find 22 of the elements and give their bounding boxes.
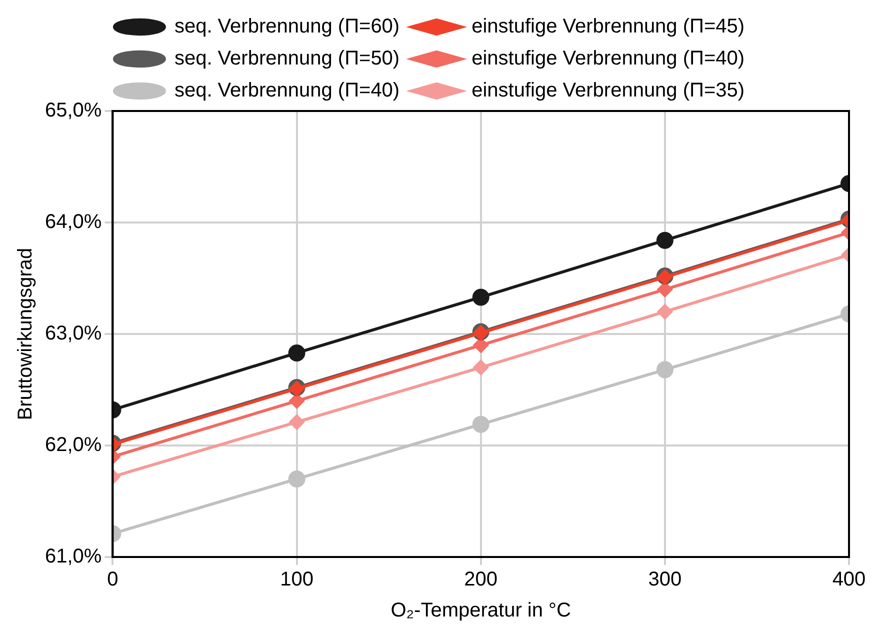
legend-label: seq. Verbrennung (Π=50) [174,48,400,70]
point [472,288,490,306]
x-tick-label: 300 [648,568,682,591]
y-tick-label: 63,0% [44,322,102,345]
y-tick-label: 62,0% [44,434,102,456]
point [472,416,490,433]
legend-label: einstufige Verbrennung (Π=35) [472,80,745,102]
x-tick-label: 200 [464,568,498,591]
x-tick-label: 100 [280,568,314,591]
x-tick-label: 0 [107,568,118,591]
legend-label: einstufige Verbrennung (Π=40) [472,48,745,70]
point [473,338,488,353]
legend-label: seq. Verbrennung (Π=40) [174,80,400,102]
x-axis-title: O₂-Temperatur in °C [390,600,571,622]
y-tick-label: 61,0% [44,546,102,568]
legend-label: seq. Verbrennung (Π=60) [174,16,400,38]
legend-label: einstufige Verbrennung (Π=45) [472,16,745,38]
x-tick-label: 400 [832,568,866,591]
y-tick-label: 64,0% [44,211,102,234]
point [473,360,488,375]
y-tick-label: 65,0% [44,100,102,122]
y-axis-title: Bruttowirkungsgrad [14,248,37,420]
